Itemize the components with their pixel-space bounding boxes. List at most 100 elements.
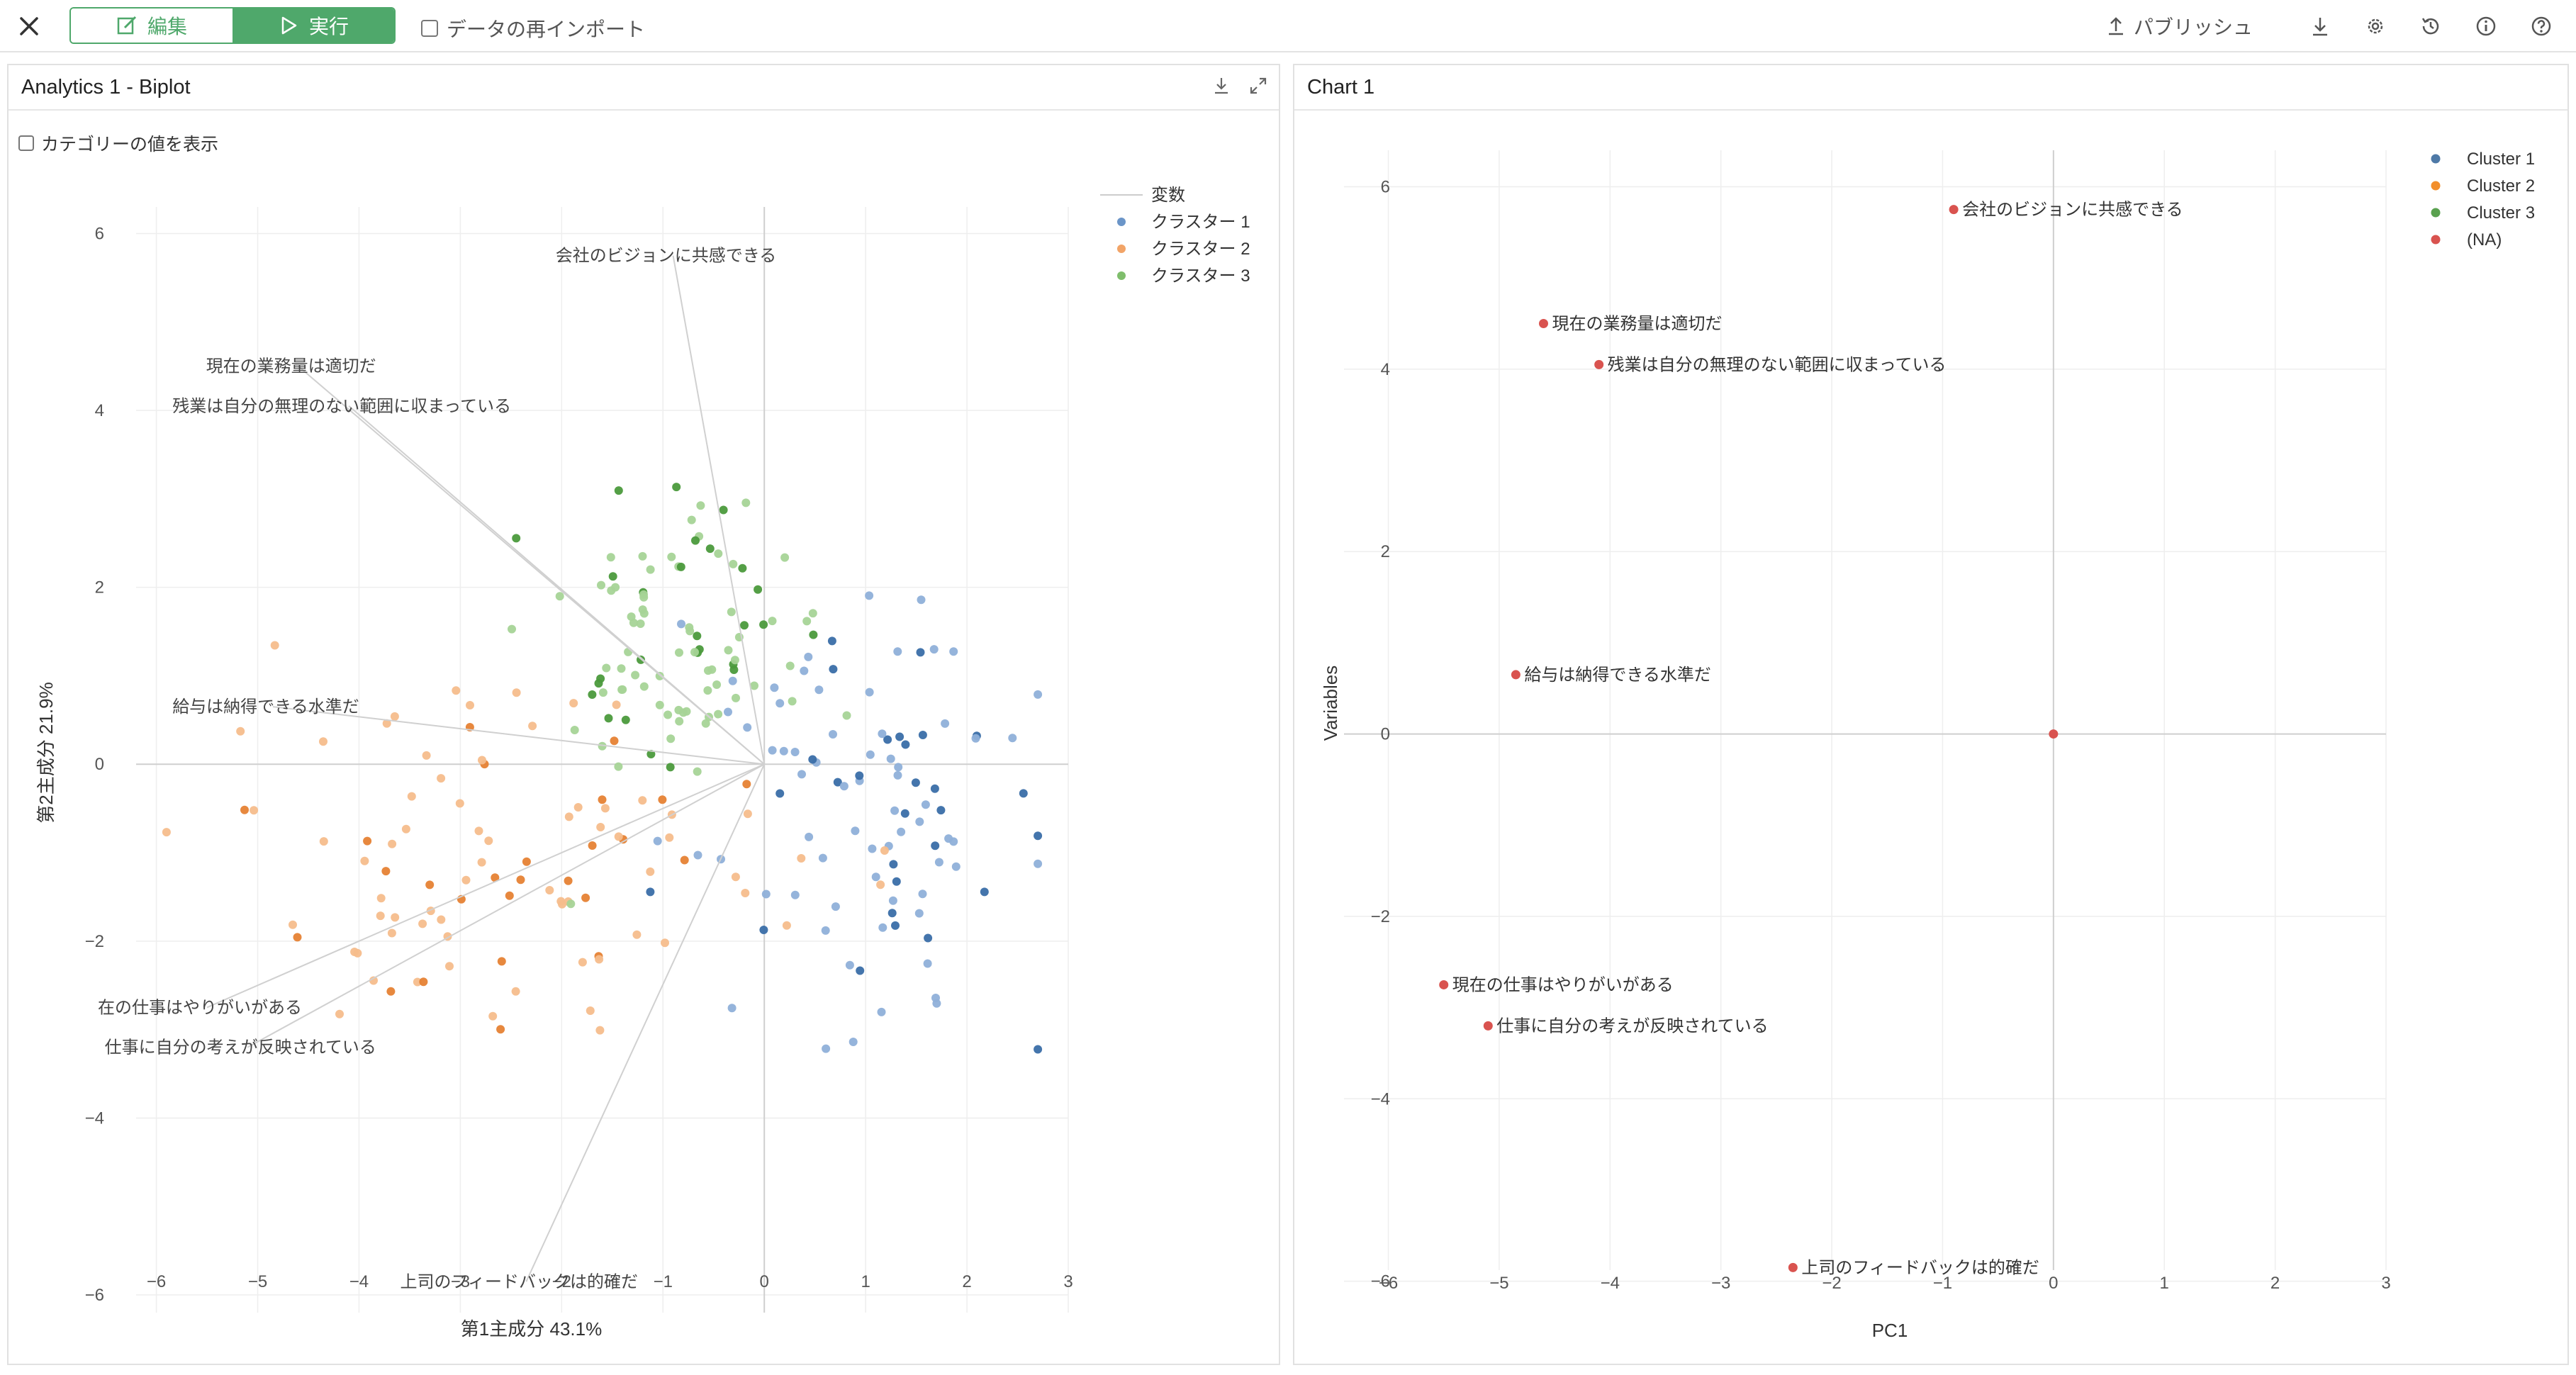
cluster-point — [598, 741, 607, 751]
cluster-point — [461, 875, 471, 885]
x-tick-label: 3 — [2381, 1274, 2390, 1293]
cluster-point — [618, 685, 627, 694]
cluster-point — [617, 664, 626, 673]
variable-point — [1949, 205, 1959, 215]
info-button[interactable] — [2470, 10, 2502, 43]
cluster-point — [512, 534, 521, 543]
publish-button[interactable]: パブリッシュ — [2105, 12, 2253, 40]
cluster-point — [1034, 831, 1043, 841]
settings-button[interactable] — [2359, 10, 2392, 43]
cluster-point — [407, 792, 416, 801]
cluster-point — [600, 804, 610, 813]
cluster-point — [759, 926, 768, 934]
edit-button-label: 編集 — [147, 16, 187, 38]
cluster-point — [270, 641, 279, 650]
cluster-point — [388, 839, 397, 848]
cluster-point — [732, 693, 740, 702]
cluster-point — [596, 823, 605, 831]
show-category-toggle[interactable]: カテゴリーの値を表示 — [18, 130, 218, 156]
variable-point-label: 仕事に自分の考えが反映されている — [1496, 1016, 1768, 1036]
expand-icon — [1250, 77, 1267, 94]
reimport-checkbox[interactable] — [421, 20, 438, 37]
play-icon — [281, 16, 297, 35]
cluster-point — [914, 909, 924, 918]
cluster-point — [918, 889, 927, 899]
cluster-point — [743, 723, 752, 732]
y-tick-label: −4 — [1371, 1089, 1390, 1109]
legend-swatch — [1117, 271, 1126, 280]
cluster-point — [883, 735, 892, 744]
cluster-point — [474, 826, 483, 836]
cluster-point — [484, 836, 493, 846]
cluster-point — [646, 867, 655, 876]
cluster-point — [839, 782, 849, 791]
biplot-expand-button[interactable] — [1248, 75, 1269, 96]
close-button[interactable] — [16, 13, 43, 40]
cluster-point — [712, 680, 722, 689]
legend-entry-label: クラスター 3 — [1151, 266, 1250, 286]
legend-entry-label: クラスター 2 — [1151, 240, 1250, 259]
cluster-point — [639, 682, 649, 691]
cluster-point — [632, 930, 642, 939]
variable-point — [1439, 980, 1449, 989]
legend-swatch — [1117, 245, 1126, 253]
y-tick-label: −4 — [85, 1109, 104, 1128]
cluster-point — [728, 676, 737, 685]
reimport-toggle[interactable]: データの再インポート — [421, 14, 645, 43]
download-button[interactable] — [2304, 10, 2336, 43]
show-category-checkbox[interactable] — [18, 135, 34, 151]
cluster-point — [466, 701, 474, 709]
cluster-point — [496, 1025, 505, 1034]
cluster-point — [646, 750, 656, 758]
edit-button[interactable]: 編集 — [71, 9, 233, 43]
history-button[interactable] — [2414, 10, 2447, 43]
cluster-point — [455, 799, 464, 808]
cluster-point — [512, 688, 521, 697]
cluster-point — [911, 778, 920, 787]
cluster-point — [478, 756, 486, 765]
cluster-point — [606, 553, 615, 562]
biplot-chart: −6 −5 −4 −3 −2 −1 0 1 2 3 −6 −4 −2 0 2 4 6 第1主成分 43.1% 第2主… — [35, 186, 1250, 1340]
cluster-point — [566, 899, 576, 909]
cluster-point — [595, 1026, 605, 1035]
cluster-point — [849, 1038, 858, 1046]
x-tick-label: 2 — [2270, 1274, 2280, 1293]
cluster-point — [675, 717, 684, 726]
cluster-point — [866, 750, 875, 759]
cluster-point — [754, 585, 763, 594]
variable-arrow — [525, 763, 766, 1282]
x-tick-label: 1 — [2160, 1274, 2169, 1293]
cluster-point — [675, 648, 683, 657]
cluster-point — [491, 873, 500, 882]
variable-label: 給与は納得できる水準だ — [172, 697, 359, 717]
cluster-point — [676, 562, 685, 571]
cluster-point — [387, 928, 396, 938]
cluster-point — [768, 617, 777, 626]
cluster-point — [586, 1006, 595, 1015]
cluster-point — [876, 880, 885, 889]
cluster-point — [731, 872, 740, 882]
mode-toggle: 編集 実行 — [69, 7, 396, 44]
x-tick-label: −2 — [552, 1272, 571, 1291]
variable-point-label: 給与は納得できる水準だ — [1524, 666, 1711, 685]
variable-label: 上司のフィードバックは的確だ — [401, 1272, 639, 1291]
variable-arrow — [348, 405, 765, 765]
cluster-point — [381, 867, 391, 876]
biplot-download-button[interactable] — [1211, 75, 1232, 96]
cluster-point — [743, 809, 752, 819]
cluster-point — [931, 841, 940, 851]
y-tick-label: 6 — [95, 224, 104, 243]
cluster-point — [865, 591, 874, 600]
cluster-point — [888, 896, 897, 905]
cluster-point — [665, 833, 674, 842]
legend-swatch — [2431, 235, 2441, 245]
cluster-point — [724, 707, 732, 717]
cluster-point — [687, 515, 696, 524]
run-button[interactable]: 実行 — [233, 9, 394, 43]
x-tick-label: −1 — [1933, 1274, 1952, 1293]
help-button[interactable] — [2525, 10, 2558, 43]
cluster-point — [703, 686, 712, 695]
cluster-point — [639, 593, 649, 602]
legend-swatch — [2431, 181, 2441, 191]
cluster-point — [250, 806, 259, 815]
